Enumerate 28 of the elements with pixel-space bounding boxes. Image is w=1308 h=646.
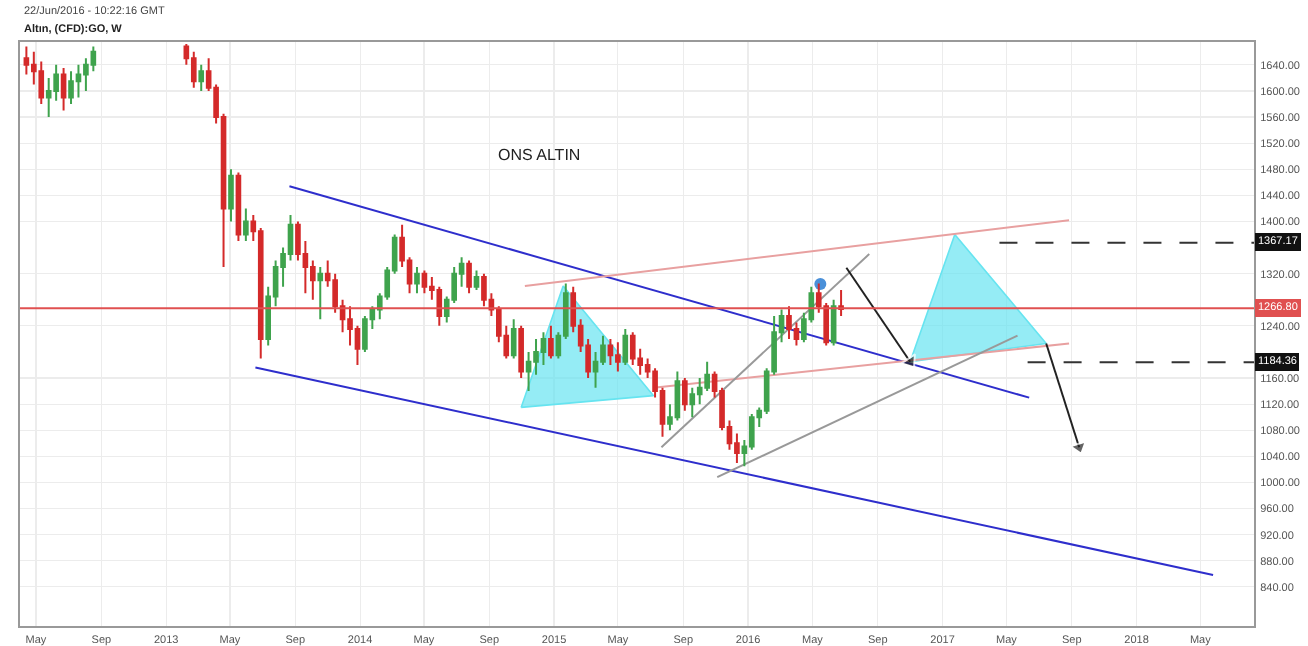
candlestick bbox=[235, 171, 242, 243]
candlestick bbox=[198, 63, 205, 92]
candlestick bbox=[466, 259, 472, 295]
candlestick bbox=[622, 328, 629, 366]
candlestick bbox=[60, 67, 67, 112]
candlestick bbox=[243, 207, 249, 243]
candlestick bbox=[786, 305, 792, 340]
candlestick bbox=[481, 272, 487, 308]
candlestick bbox=[615, 341, 621, 373]
candlestick bbox=[68, 70, 74, 105]
candlestick bbox=[190, 50, 197, 89]
candlestick bbox=[38, 60, 45, 105]
annotation: ONS ALTIN bbox=[498, 146, 581, 164]
candlestick bbox=[75, 63, 82, 99]
candlestick bbox=[317, 266, 324, 321]
candlestick bbox=[548, 324, 554, 360]
candlestick bbox=[518, 324, 524, 380]
candlestick bbox=[682, 377, 688, 412]
candlestick bbox=[436, 285, 443, 327]
candlestick bbox=[228, 168, 234, 223]
candlestick bbox=[473, 269, 480, 291]
candlestick bbox=[674, 370, 681, 422]
candlestick bbox=[23, 45, 30, 76]
candlestick bbox=[414, 266, 420, 295]
candlestick bbox=[689, 386, 696, 419]
candlestick bbox=[421, 269, 428, 295]
candlestick bbox=[510, 318, 517, 360]
candlestick bbox=[607, 337, 614, 366]
